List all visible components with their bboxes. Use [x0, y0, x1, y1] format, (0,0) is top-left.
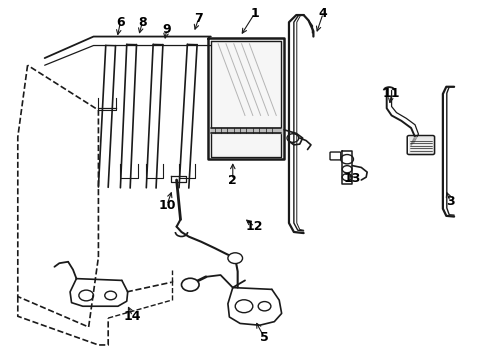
Text: 8: 8	[138, 16, 147, 29]
Text: 4: 4	[319, 7, 327, 20]
Circle shape	[181, 278, 199, 291]
Text: 10: 10	[158, 199, 175, 212]
Text: 5: 5	[260, 331, 269, 344]
Text: 6: 6	[116, 16, 125, 29]
Text: 3: 3	[446, 195, 455, 208]
Text: 12: 12	[246, 220, 264, 233]
Text: 13: 13	[344, 172, 361, 185]
Circle shape	[228, 253, 243, 264]
Text: 14: 14	[124, 310, 142, 323]
Text: 9: 9	[163, 23, 171, 36]
Polygon shape	[211, 128, 281, 134]
Text: 1: 1	[250, 7, 259, 20]
Text: 7: 7	[194, 12, 203, 25]
Text: 2: 2	[228, 174, 237, 186]
Text: 11: 11	[383, 87, 400, 100]
Polygon shape	[211, 39, 282, 155]
Polygon shape	[409, 137, 433, 153]
